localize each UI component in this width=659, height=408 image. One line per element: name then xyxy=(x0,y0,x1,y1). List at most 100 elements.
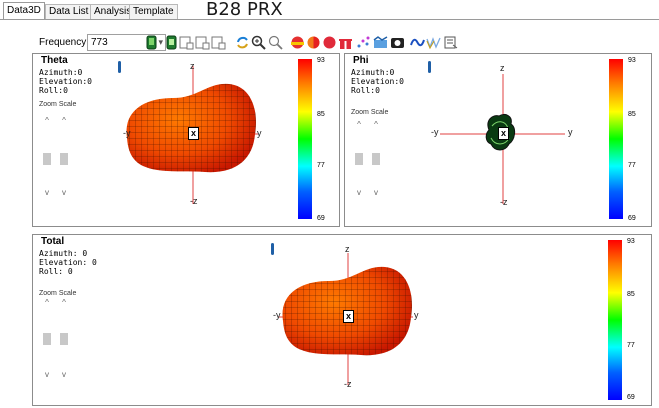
gift-icon[interactable] xyxy=(338,35,353,50)
axis-y-label: y xyxy=(414,310,419,320)
color-scale-bar xyxy=(609,59,623,219)
tab-data-list[interactable]: Data List xyxy=(45,4,93,19)
layout-2-icon[interactable] xyxy=(195,35,210,50)
orientation-readout: Azimuth:0 Elevation:0 Roll:0 xyxy=(351,68,404,95)
orientation-marker xyxy=(428,61,431,73)
azimuth-readout: Azimuth:0 xyxy=(351,68,395,77)
axis-neg-y-label: -y xyxy=(273,310,281,320)
elevation-readout: Elevation:0 xyxy=(351,77,404,86)
azimuth-readout: Azimuth:0 xyxy=(39,68,83,77)
chevron-up-icon[interactable]: ^ xyxy=(45,116,49,125)
colorbar-min-label: 69 xyxy=(628,215,636,222)
axis-x-label: x xyxy=(498,127,509,140)
axis-neg-z-label: -z xyxy=(190,196,198,206)
axis-x-label: x xyxy=(343,310,354,323)
chevron-up-icon[interactable]: ^ xyxy=(357,120,361,129)
toolbar: Frequency: 773 ▾ xyxy=(32,33,502,53)
tab-template[interactable]: Template xyxy=(129,4,178,19)
colorbar-max-label: 93 xyxy=(628,57,636,64)
total-panel: Total Azimuth: 0 Elevation: 0 Roll: 0 Zo… xyxy=(32,234,652,406)
slider-thumb[interactable] xyxy=(355,153,363,165)
zoom-scale-label: Zoom Scale xyxy=(39,290,77,297)
elevation-readout: Elevation: 0 xyxy=(39,258,97,267)
chevron-up-icon[interactable]: ^ xyxy=(374,120,378,129)
sphere-color-icon[interactable] xyxy=(306,35,321,50)
chevron-down-icon[interactable]: v xyxy=(45,188,49,197)
chevron-down-icon[interactable]: v xyxy=(357,188,361,197)
chevron-up-icon[interactable]: ^ xyxy=(45,298,49,307)
theta-plot[interactable] xyxy=(33,54,341,228)
colorbar-tick-label: 77 xyxy=(317,162,325,169)
frequency-select[interactable]: 773 ▾ xyxy=(87,34,166,51)
zoom-slider-2[interactable]: ^ v xyxy=(371,121,381,199)
colorbar-max-label: 93 xyxy=(627,238,635,245)
phone-green-icon[interactable] xyxy=(144,35,159,50)
colorbar-tick-label: 77 xyxy=(628,162,636,169)
chevron-up-icon[interactable]: ^ xyxy=(62,116,66,125)
panel-title: Theta xyxy=(41,55,68,66)
panel-title: Phi xyxy=(353,55,369,66)
axis-z-label: z xyxy=(345,244,350,254)
colorbar-min-label: 69 xyxy=(627,394,635,401)
tab-divider xyxy=(0,19,659,20)
zoom-slider-2[interactable]: ^ v xyxy=(59,299,69,381)
zoom-scale-label: Zoom Scale xyxy=(39,101,77,108)
scatter-icon[interactable] xyxy=(356,35,371,50)
rotate-icon[interactable] xyxy=(235,35,250,50)
window-title: B28 PRX xyxy=(206,0,283,20)
zoom-scale-label: Zoom Scale xyxy=(351,109,389,116)
orientation-marker xyxy=(118,61,121,73)
export-icon[interactable] xyxy=(443,35,458,50)
phi-panel: Phi Azimuth:0 Elevation:0 Roll:0 Zoom Sc… xyxy=(344,53,652,227)
surface-icon[interactable] xyxy=(373,35,388,50)
roll-readout: Roll:0 xyxy=(39,86,68,95)
colorbar-tick-label: 85 xyxy=(627,291,635,298)
chevron-down-icon[interactable]: v xyxy=(45,370,49,379)
axis-neg-z-label: -z xyxy=(344,379,352,389)
chevron-down-icon[interactable]: v xyxy=(62,188,66,197)
axis-z-label: z xyxy=(500,63,505,73)
slider-thumb[interactable] xyxy=(372,153,380,165)
chevron-down-icon[interactable]: v xyxy=(62,370,66,379)
chevron-up-icon[interactable]: ^ xyxy=(62,298,66,307)
axis-neg-z-label: -z xyxy=(500,197,508,207)
zoom-slider-1[interactable]: ^ v xyxy=(42,299,52,381)
colorbar-min-label: 69 xyxy=(317,215,325,222)
axis-z-label: z xyxy=(190,61,195,71)
zoom-in-icon[interactable] xyxy=(251,35,266,50)
sphere-half-icon[interactable] xyxy=(290,35,305,50)
axis-y-label: y xyxy=(568,127,573,137)
roll-readout: Roll: 0 xyxy=(39,267,73,276)
axis-y-label: y xyxy=(257,128,262,138)
chevron-down-icon: ▾ xyxy=(158,37,163,47)
color-scale-bar xyxy=(608,240,622,400)
color-scale-bar xyxy=(298,59,312,219)
sphere-red-icon[interactable] xyxy=(322,35,337,50)
elevation-readout: Elevation:0 xyxy=(39,77,92,86)
zoom-slider-2[interactable]: ^ v xyxy=(59,117,69,199)
roll-readout: Roll:0 xyxy=(351,86,380,95)
zoom-out-icon[interactable] xyxy=(268,35,283,50)
colorbar-tick-label: 85 xyxy=(628,111,636,118)
theta-panel: Theta Azimuth:0 Elevation:0 Roll:0 Zoom … xyxy=(32,53,340,227)
axis-neg-y-label: -y xyxy=(431,127,439,137)
wave-icon[interactable] xyxy=(410,35,425,50)
slider-thumb[interactable] xyxy=(60,153,68,165)
phi-plot[interactable] xyxy=(345,54,653,228)
tab-bar: Data3D Data List Analysis Template B28 P… xyxy=(0,0,659,20)
slider-thumb[interactable] xyxy=(43,333,51,345)
colorbar-tick-label: 85 xyxy=(317,111,325,118)
camera-icon[interactable] xyxy=(390,35,405,50)
colorbar-max-label: 93 xyxy=(317,57,325,64)
slider-thumb[interactable] xyxy=(60,333,68,345)
orientation-readout: Azimuth:0 Elevation:0 Roll:0 xyxy=(39,68,92,95)
layout-3-icon[interactable] xyxy=(211,35,226,50)
slider-thumb[interactable] xyxy=(43,153,51,165)
tab-data3d[interactable]: Data3D xyxy=(3,2,45,20)
chevron-down-icon[interactable]: v xyxy=(374,188,378,197)
multi-wave-icon[interactable] xyxy=(426,35,441,50)
zoom-slider-1[interactable]: ^ v xyxy=(354,121,364,199)
zoom-slider-1[interactable]: ^ v xyxy=(42,117,52,199)
phone-green-2-icon[interactable] xyxy=(164,35,179,50)
layout-1-icon[interactable] xyxy=(179,35,194,50)
